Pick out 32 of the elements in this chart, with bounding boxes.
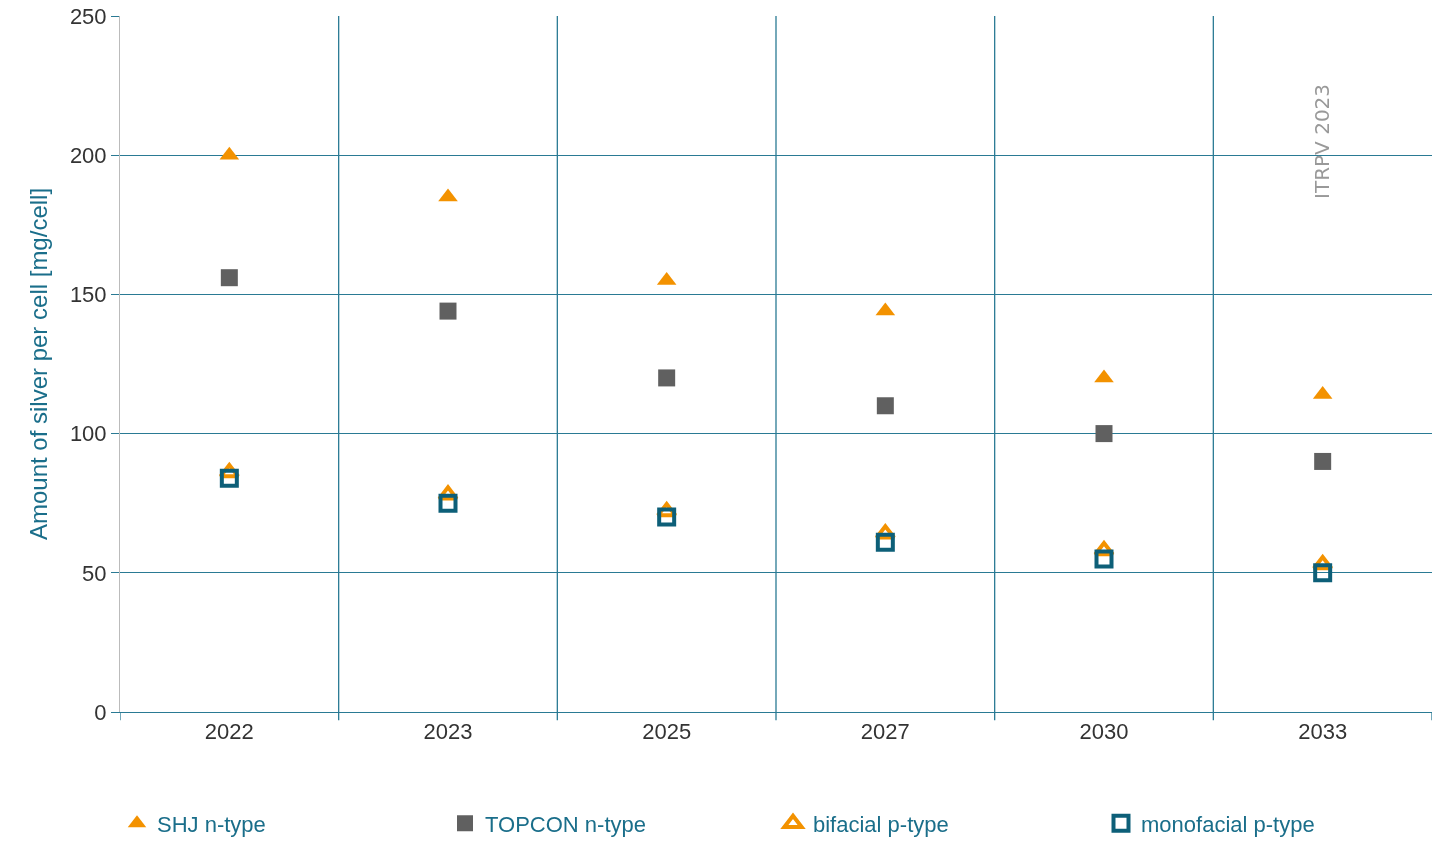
point: [1314, 452, 1332, 470]
point: [219, 468, 239, 488]
y-tick-label: 250: [69, 3, 107, 29]
point: [439, 302, 457, 320]
point: [438, 493, 458, 513]
point: [657, 507, 677, 527]
legend-label: monofacial p-type: [1141, 811, 1315, 837]
y-axis-title: Amount of silver per cell [mg/cell]: [24, 187, 52, 541]
annotation: ITRPV 2023: [1310, 83, 1335, 199]
point: [220, 269, 238, 287]
x-tick-label: 2023: [423, 719, 473, 745]
x-tick-label: 2027: [860, 719, 910, 745]
point: [1094, 549, 1114, 569]
y-tick-label: 0: [94, 699, 107, 725]
x-tick-label: 2033: [1298, 719, 1348, 745]
legend-label: TOPCON n-type: [485, 811, 646, 837]
point: [1094, 369, 1114, 383]
point: [438, 188, 458, 202]
y-tick-label: 150: [69, 282, 107, 308]
point: [876, 397, 894, 415]
legend-label: SHJ n-type: [157, 811, 266, 837]
y-tick-label: 50: [82, 560, 107, 586]
legend-label: bifacial p-type: [813, 811, 949, 837]
point: [1095, 425, 1113, 443]
y-tick-label: 100: [69, 421, 107, 447]
x-tick-label: 2025: [642, 719, 692, 745]
x-tick-label: 2022: [204, 719, 254, 745]
x-tick-label: 2030: [1079, 719, 1129, 745]
point: [875, 532, 895, 552]
y-tick-label: 200: [69, 142, 107, 168]
point: [1313, 563, 1333, 583]
point: [658, 369, 676, 387]
